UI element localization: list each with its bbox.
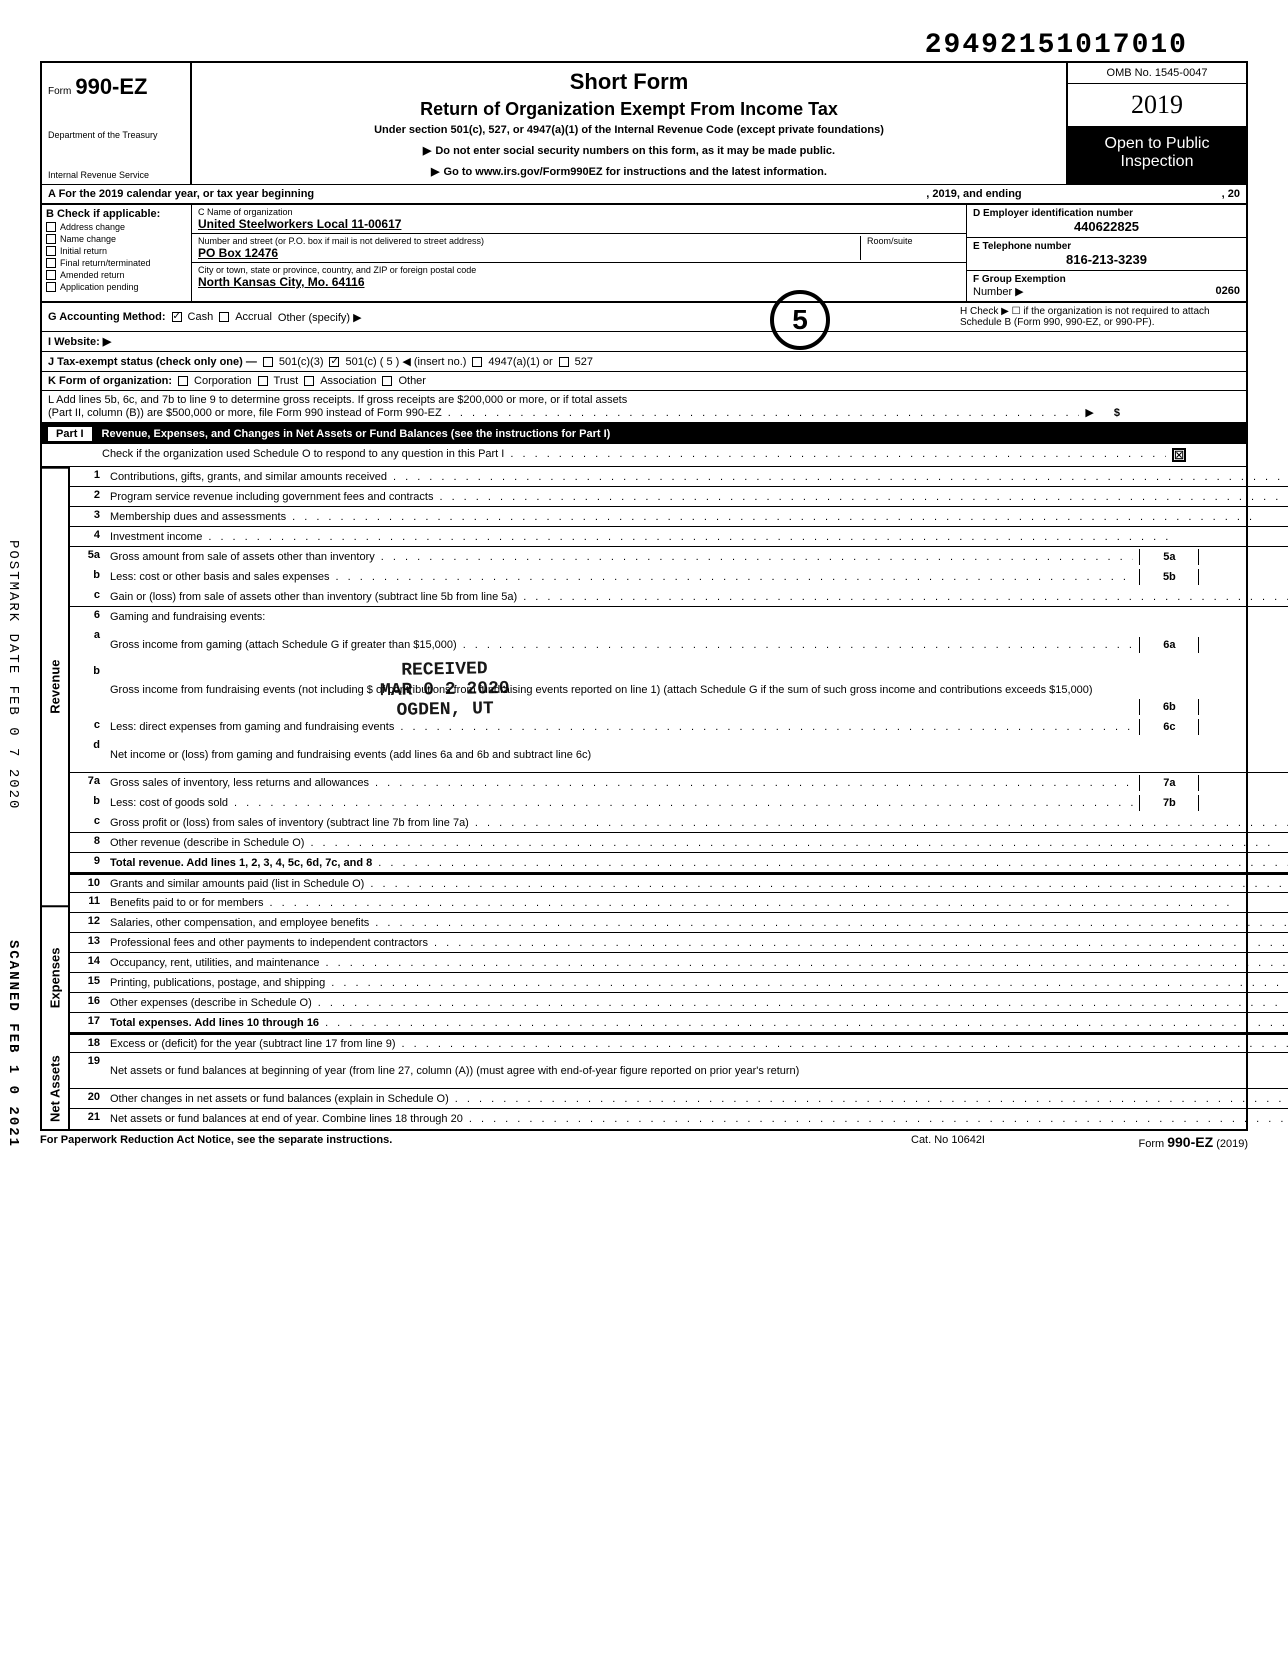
check-other-org[interactable] (382, 376, 392, 386)
check-name-change[interactable]: Name change (46, 234, 187, 244)
omb-number: OMB No. 1545-0047 (1068, 63, 1246, 84)
line-18: 18Excess or (deficit) for the year (subt… (70, 1033, 1288, 1053)
goto-url: ▶Go to www.irs.gov/Form990EZ for instruc… (202, 165, 1056, 178)
ein: 440622825 (973, 219, 1240, 234)
line-1: 1Contributions, gifts, grants, and simil… (70, 467, 1288, 487)
line-4: 4Investment income411 (70, 527, 1288, 547)
line-5b: bLess: cost or other basis and sales exp… (70, 567, 1288, 587)
line-8: 8Other revenue (describe in Schedule O)8… (70, 833, 1288, 853)
side-net-assets: Net Assets (42, 1049, 68, 1129)
check-trust[interactable] (258, 376, 268, 386)
footer: For Paperwork Reduction Act Notice, see … (40, 1131, 1248, 1153)
form-body: Revenue Expenses Net Assets 1Contributio… (40, 466, 1248, 1131)
dept-irs: Internal Revenue Service (48, 170, 184, 180)
line-5a: 5aGross amount from sale of assets other… (70, 547, 1288, 567)
line-6a: aGross income from gaming (attach Schedu… (70, 627, 1288, 663)
line-10: 10Grants and similar amounts paid (list … (70, 873, 1288, 893)
check-501c3[interactable] (263, 357, 273, 367)
schedule-o-checkbox[interactable]: ☒ (1172, 448, 1186, 462)
line-7b: bLess: cost of goods sold7b (70, 793, 1288, 813)
tax-year: 2019 (1068, 84, 1246, 127)
line-2: 2Program service revenue including gover… (70, 487, 1288, 507)
scanned-stamp: SCANNED FEB 1 0 2021 (5, 940, 21, 1148)
open-public-badge: Open to Public Inspection (1068, 127, 1246, 184)
line-17: 17Total expenses. Add lines 10 through 1… (70, 1013, 1288, 1033)
ssn-warning: ▶Do not enter social security numbers on… (202, 144, 1056, 157)
row-g-accounting: G Accounting Method: Cash Accrual Other … (42, 303, 1246, 332)
group-exemption: 0260 (1216, 285, 1240, 297)
check-accrual[interactable] (219, 312, 229, 322)
line-3: 3Membership dues and assessments364590 (70, 507, 1288, 527)
line-5c: cGain or (loss) from sale of assets othe… (70, 587, 1288, 607)
form-number: Form990-EZ (48, 74, 184, 100)
line-16: 16Other expenses (describe in Schedule O… (70, 993, 1288, 1013)
line-20: 20Other changes in net assets or fund ba… (70, 1089, 1288, 1109)
street-address: PO Box 12476 (198, 246, 860, 260)
dept-treasury: Department of the Treasury (48, 130, 184, 140)
room-suite: Room/suite (860, 236, 960, 260)
check-corporation[interactable] (178, 376, 188, 386)
city-state-zip: North Kansas City, Mo. 64116 (198, 275, 960, 289)
line-9: 9Total revenue. Add lines 1, 2, 3, 4, 5c… (70, 853, 1288, 873)
check-4947[interactable] (472, 357, 482, 367)
line-14: 14Occupancy, rent, utilities, and mainte… (70, 953, 1288, 973)
check-501c[interactable] (329, 357, 339, 367)
side-labels: Revenue Expenses Net Assets (42, 467, 70, 1129)
line-6b: bGross income from fundraising events (n… (70, 663, 1288, 717)
check-527[interactable] (559, 357, 569, 367)
short-form-label: Short Form (202, 69, 1056, 95)
check-application-pending[interactable]: Application pending (46, 282, 187, 292)
check-cash[interactable] (172, 312, 182, 322)
line-19: 19Net assets or fund balances at beginni… (70, 1053, 1288, 1089)
line-6: 6Gaming and fundraising events: (70, 607, 1288, 627)
line-7a: 7aGross sales of inventory, less returns… (70, 773, 1288, 793)
check-address-change[interactable]: Address change (46, 222, 187, 232)
under-section: Under section 501(c), 527, or 4947(a)(1)… (202, 124, 1056, 136)
circle-stamp: 5 (770, 290, 830, 350)
telephone: 816-213-3239 (973, 252, 1240, 267)
column-b: B Check if applicable: Address change Na… (42, 205, 192, 301)
row-i-website: I Website: ▶ (42, 332, 1246, 352)
postmark-stamp: POSTMARK DATE FEB 0 7 2020 (5, 540, 21, 810)
row-j-tax-exempt: J Tax-exempt status (check only one) — 5… (42, 352, 1246, 372)
form-header: Form990-EZ Department of the Treasury In… (40, 61, 1248, 184)
side-revenue: Revenue (42, 467, 68, 905)
line-15: 15Printing, publications, postage, and s… (70, 973, 1288, 993)
line-6c: cLess: direct expenses from gaming and f… (70, 717, 1288, 737)
column-def: D Employer identification number 4406228… (966, 205, 1246, 301)
row-k-org-form: K Form of organization: Corporation Trus… (42, 372, 1246, 391)
side-expenses: Expenses (42, 905, 68, 1049)
check-final-return[interactable]: Final return/terminated (46, 258, 187, 268)
row-l-gross-receipts: L Add lines 5b, 6c, and 7b to line 9 to … (42, 391, 1246, 422)
line-13: 13Professional fees and other payments t… (70, 933, 1288, 953)
info-grid: B Check if applicable: Address change Na… (40, 205, 1248, 303)
org-name: United Steelworkers Local 11-00617 (198, 217, 960, 231)
row-a-tax-year: A For the 2019 calendar year, or tax yea… (40, 184, 1248, 205)
document-number: 29492151017010 (40, 30, 1248, 61)
line-11: 11Benefits paid to or for members110 (70, 893, 1288, 913)
schedule-o-check: Check if the organization used Schedule … (40, 444, 1248, 466)
check-initial-return[interactable]: Initial return (46, 246, 187, 256)
line-21: 21Net assets or fund balances at end of … (70, 1109, 1288, 1129)
header-right: OMB No. 1545-0047 2019 Open to Public In… (1066, 63, 1246, 184)
header-left: Form990-EZ Department of the Treasury In… (42, 63, 192, 184)
lines-area: 1Contributions, gifts, grants, and simil… (70, 467, 1288, 1129)
meta-rows: G Accounting Method: Cash Accrual Other … (40, 303, 1248, 424)
header-center: Short Form Return of Organization Exempt… (192, 63, 1066, 184)
part-1-header: Part I Revenue, Expenses, and Changes in… (40, 424, 1248, 444)
check-amended[interactable]: Amended return (46, 270, 187, 280)
form-title: Return of Organization Exempt From Incom… (202, 99, 1056, 120)
column-c: C Name of organization United Steelworke… (192, 205, 966, 301)
line-6d: dNet income or (loss) from gaming and fu… (70, 737, 1288, 773)
check-association[interactable] (304, 376, 314, 386)
h-check: H Check ▶ ☐ if the organization is not r… (960, 306, 1240, 328)
line-12: 12Salaries, other compensation, and empl… (70, 913, 1288, 933)
line-7c: cGross profit or (loss) from sales of in… (70, 813, 1288, 833)
